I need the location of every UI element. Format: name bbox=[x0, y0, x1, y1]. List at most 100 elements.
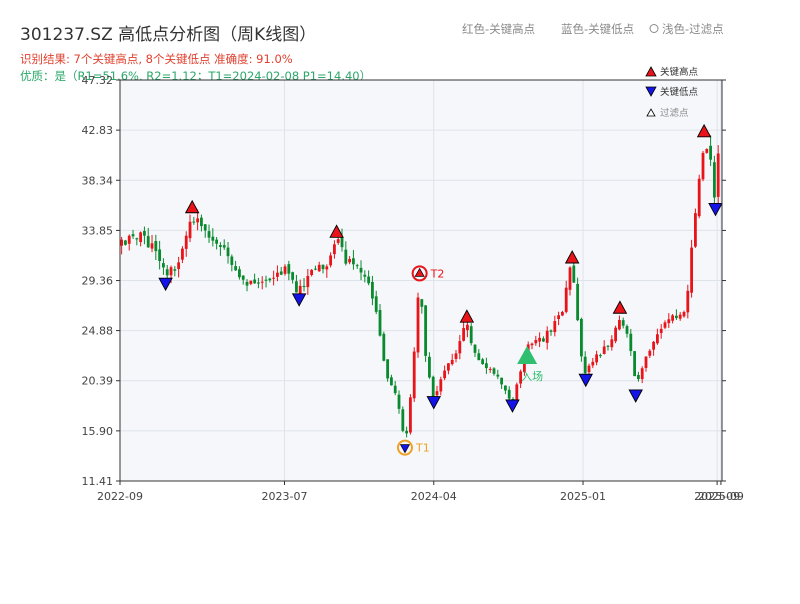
candle-body bbox=[367, 276, 371, 284]
candle-body bbox=[409, 397, 412, 433]
candle-body bbox=[184, 235, 188, 249]
candle-body bbox=[667, 319, 671, 324]
candle-body bbox=[435, 391, 439, 396]
candle-body bbox=[245, 281, 249, 286]
candle-body bbox=[257, 282, 260, 284]
candle-body bbox=[158, 249, 162, 262]
candle-body bbox=[203, 224, 207, 231]
candle-body bbox=[507, 389, 511, 399]
x-tick-label: 2025-01 bbox=[560, 490, 606, 503]
candle-body bbox=[625, 326, 629, 334]
candle-body bbox=[496, 374, 500, 377]
candle-body bbox=[648, 350, 652, 356]
candle-body bbox=[162, 263, 165, 268]
candle-body bbox=[462, 328, 466, 341]
candle-body bbox=[241, 275, 245, 280]
candle-body bbox=[568, 267, 572, 290]
candle-body bbox=[580, 318, 583, 357]
y-tick-label: 15.90 bbox=[82, 425, 114, 438]
candle-body bbox=[420, 299, 424, 307]
y-tick-label: 20.39 bbox=[82, 375, 114, 388]
candle-body bbox=[317, 264, 321, 272]
candle-body bbox=[276, 272, 279, 277]
candle-body bbox=[344, 249, 348, 264]
candle-body bbox=[238, 269, 241, 278]
entry-label: 入场 bbox=[521, 369, 543, 383]
y-axis: 11.41 15.90 20.39 24.88 29.36 33.85 38.34 42.83… bbox=[82, 74, 726, 488]
candle-body bbox=[488, 368, 492, 370]
candle-body bbox=[633, 351, 637, 377]
candle-body bbox=[602, 346, 606, 354]
key-high-marker bbox=[564, 250, 580, 264]
candle-body bbox=[454, 353, 458, 359]
candle-body bbox=[576, 283, 580, 321]
candle-body bbox=[393, 385, 397, 394]
candle-body bbox=[534, 339, 538, 344]
candle-body bbox=[416, 297, 420, 353]
candle-body bbox=[401, 409, 405, 431]
candle-body bbox=[485, 363, 488, 369]
key-high-marker bbox=[612, 300, 628, 314]
candle-body bbox=[283, 266, 287, 274]
candle-body bbox=[181, 248, 184, 260]
candle-body bbox=[348, 259, 352, 263]
candle-body bbox=[595, 354, 599, 363]
candle-body bbox=[291, 272, 295, 280]
candle-body bbox=[705, 149, 709, 153]
candle-body bbox=[397, 394, 401, 409]
candle-body bbox=[500, 377, 504, 385]
candle-body bbox=[466, 324, 469, 331]
candle-body bbox=[329, 255, 333, 266]
candle-body bbox=[564, 287, 568, 312]
candle-body bbox=[618, 320, 621, 330]
candle-body bbox=[295, 281, 298, 293]
candle-body bbox=[188, 221, 192, 239]
t1-triangle bbox=[399, 444, 411, 454]
candle-body bbox=[610, 339, 614, 348]
candle-body bbox=[192, 221, 196, 223]
candle-body bbox=[492, 368, 496, 374]
candle-body bbox=[549, 330, 553, 332]
x-tick-label: 2025-09 bbox=[698, 490, 744, 503]
key-high-marker bbox=[329, 224, 344, 238]
candle-body bbox=[538, 337, 542, 342]
candle-body bbox=[386, 359, 390, 379]
candle-body bbox=[458, 341, 462, 354]
candle-body bbox=[298, 285, 302, 294]
candle-body bbox=[412, 351, 416, 399]
y-tick-label: 24.88 bbox=[82, 325, 114, 338]
candle-body bbox=[709, 145, 713, 160]
key-high-marker bbox=[696, 123, 712, 138]
y-tick-label: 29.36 bbox=[82, 275, 114, 288]
candle-body bbox=[363, 274, 367, 277]
candle-body bbox=[545, 330, 549, 343]
candle-body bbox=[310, 269, 314, 276]
candle-body bbox=[614, 327, 618, 342]
key-low-marker bbox=[505, 399, 520, 413]
candle-body bbox=[686, 290, 690, 313]
t2-triangle bbox=[414, 267, 425, 277]
candle-body bbox=[504, 385, 507, 391]
y-tick-label: 42.83 bbox=[82, 124, 114, 137]
candle-body bbox=[553, 321, 557, 333]
candle-body bbox=[249, 280, 253, 284]
candle-body bbox=[606, 345, 610, 347]
key-low-marker bbox=[708, 202, 723, 217]
t2-label: T2 bbox=[430, 267, 445, 280]
t1-circle bbox=[396, 439, 413, 456]
candle-body bbox=[583, 356, 587, 374]
candle-body bbox=[428, 356, 431, 378]
candle-body bbox=[697, 178, 701, 217]
key-low-marker bbox=[291, 293, 307, 307]
candle-body bbox=[701, 152, 705, 180]
candle-body bbox=[561, 311, 564, 316]
candle-body bbox=[131, 234, 135, 237]
x-tick-label: 2023-07 bbox=[261, 490, 307, 503]
candle-body bbox=[659, 328, 663, 334]
candle-body bbox=[355, 265, 359, 267]
candle-body bbox=[146, 236, 150, 248]
candle-body bbox=[219, 245, 222, 247]
point-markers: T1 T2 入场 bbox=[158, 123, 723, 456]
candle-body bbox=[150, 243, 154, 249]
